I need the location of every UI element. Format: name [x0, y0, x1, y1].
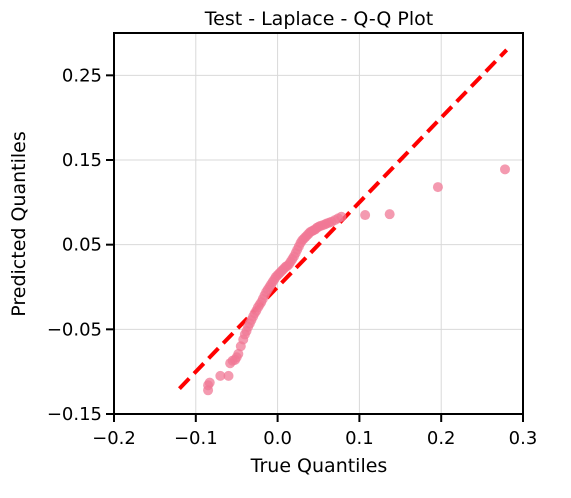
- x-axis: −0.2 −0.1 0.0 0.1 0.2 0.3: [92, 414, 537, 449]
- data-point: [384, 209, 395, 220]
- data-point: [500, 164, 511, 175]
- x-axis-label: True Quantiles: [250, 455, 388, 477]
- x-tick-label: −0.1: [174, 428, 218, 449]
- chart-title: Test - Laplace - Q-Q Plot: [204, 8, 433, 30]
- y-axis: −0.15 −0.05 0.05 0.15 0.25: [47, 65, 114, 425]
- y-tick-label: −0.15: [47, 404, 102, 425]
- y-tick-label: 0.05: [62, 235, 102, 256]
- data-point: [223, 370, 234, 381]
- plot-frame: [113, 32, 524, 415]
- data-point: [432, 182, 443, 193]
- data-point: [204, 377, 215, 388]
- x-tick-label: 0.1: [345, 428, 374, 449]
- data-point: [360, 210, 371, 221]
- y-axis-label: Predicted Quantiles: [8, 131, 30, 317]
- y-tick-label: 0.15: [62, 150, 102, 171]
- data-point: [215, 370, 226, 381]
- data-point: [233, 348, 244, 359]
- scatter-points: [203, 164, 511, 396]
- y-tick-label: −0.05: [47, 319, 102, 340]
- data-point: [336, 211, 347, 222]
- x-tick-label: 0.0: [263, 428, 292, 449]
- x-tick-label: 0.2: [427, 428, 456, 449]
- x-tick-label: −0.2: [92, 428, 136, 449]
- y-tick-label: 0.25: [62, 65, 102, 86]
- x-tick-label: 0.3: [509, 428, 538, 449]
